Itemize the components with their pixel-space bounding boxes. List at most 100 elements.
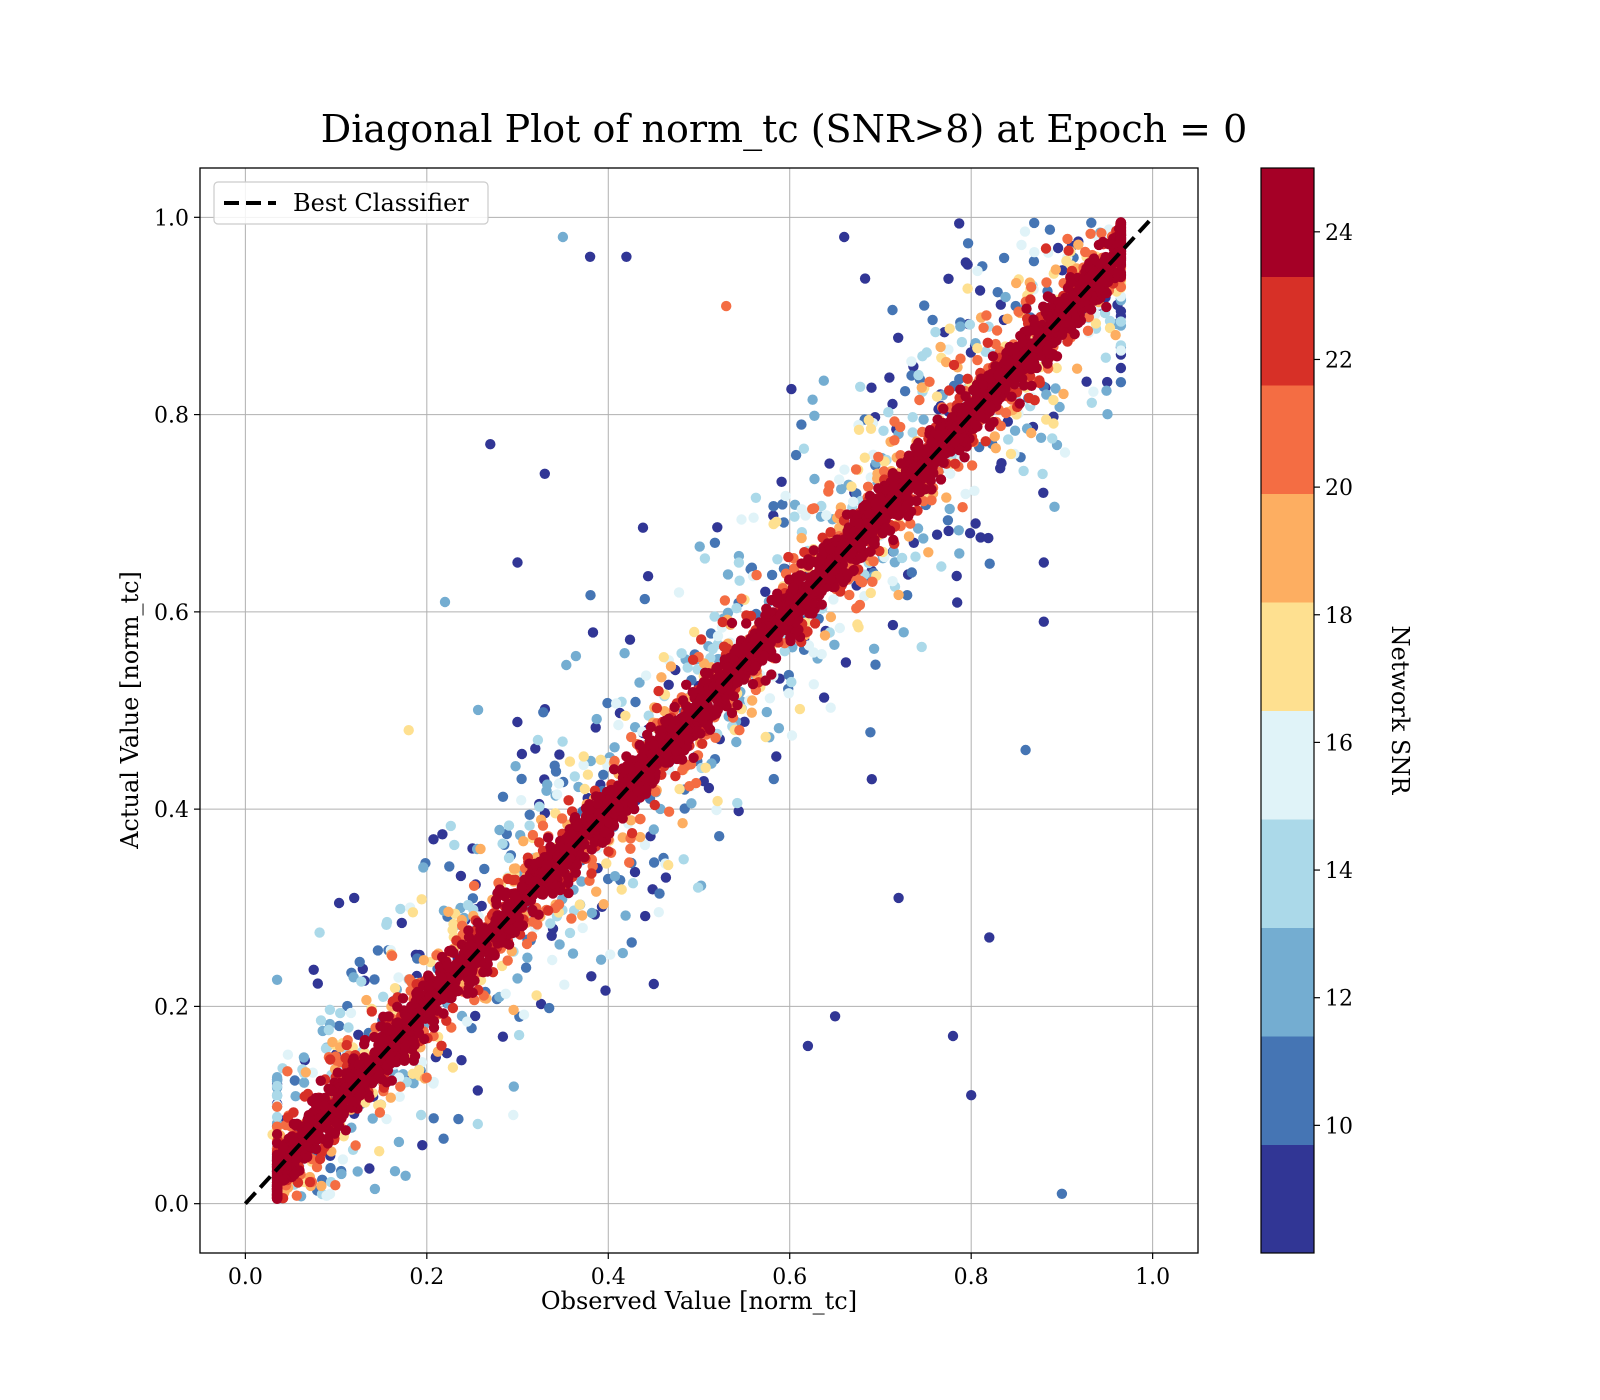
scatter-point xyxy=(711,804,722,816)
scatter-point xyxy=(524,820,535,831)
scatter-point xyxy=(688,752,699,763)
scatter-point xyxy=(809,410,820,421)
scatter-point xyxy=(751,569,762,581)
scatter-point xyxy=(372,945,384,956)
scatter-point xyxy=(336,1168,347,1180)
scatter-point xyxy=(924,376,935,387)
scatter-point xyxy=(630,696,641,708)
scatter-point xyxy=(790,449,802,461)
scatter-point xyxy=(385,1092,396,1103)
scatter-point xyxy=(1100,352,1112,363)
scatter-point xyxy=(624,857,635,868)
scatter-point xyxy=(807,394,818,405)
scatter-point xyxy=(487,947,499,958)
scatter-point xyxy=(595,954,607,965)
scatter-point xyxy=(953,525,964,536)
scatter-point xyxy=(462,988,473,999)
scatter-point xyxy=(825,611,837,623)
scatter-point xyxy=(809,473,820,485)
scatter-point xyxy=(359,1034,371,1046)
scatter-point xyxy=(424,980,435,992)
scatter-point xyxy=(807,608,818,619)
scatter-point xyxy=(549,760,560,771)
scatter-point xyxy=(428,834,439,845)
scatter-point xyxy=(893,892,904,904)
scatter-point xyxy=(970,518,981,529)
scatter-point xyxy=(712,795,723,807)
scatter-point xyxy=(996,458,1007,469)
scatter-point xyxy=(395,1081,406,1092)
scatter-point xyxy=(442,960,453,971)
scatter-point xyxy=(818,375,829,386)
scatter-point xyxy=(393,972,404,983)
scatter-point xyxy=(972,343,983,354)
scatter-point xyxy=(863,508,875,519)
scatter-point xyxy=(768,501,779,512)
scatter-point xyxy=(887,398,898,410)
scatter-point xyxy=(794,703,806,715)
scatter-point xyxy=(330,1117,342,1128)
scatter-point xyxy=(571,859,582,871)
scatter-point xyxy=(532,734,544,746)
scatter-point xyxy=(980,436,991,447)
scatter-point xyxy=(626,937,637,948)
scatter-point xyxy=(634,760,645,772)
scatter-point xyxy=(868,556,879,567)
scatter-point xyxy=(1086,217,1097,228)
scatter-point xyxy=(563,795,574,806)
scatter-point xyxy=(663,859,674,871)
scatter-point xyxy=(653,685,664,697)
scatter-point xyxy=(291,1190,302,1201)
scatter-point xyxy=(931,391,943,402)
scatter-point xyxy=(539,468,550,479)
scatter-point xyxy=(808,647,819,658)
scatter-point xyxy=(944,385,955,396)
scatter-point xyxy=(1026,380,1037,391)
scatter-point xyxy=(271,1111,283,1123)
scatter-point xyxy=(461,1016,473,1027)
scatter-point xyxy=(788,582,799,593)
scatter-point xyxy=(834,474,845,485)
scatter-point xyxy=(954,445,965,456)
scatter-point xyxy=(1019,226,1031,237)
scatter-point xyxy=(964,319,976,330)
scatter-point xyxy=(298,1052,310,1063)
scatter-point xyxy=(639,593,650,605)
scatter-point xyxy=(888,546,899,557)
scatter-point xyxy=(896,552,908,564)
scatter-point xyxy=(883,407,894,418)
scatter-point xyxy=(416,894,427,905)
scatter-point xyxy=(962,238,974,249)
scatter-point xyxy=(906,356,917,367)
scatter-point xyxy=(1088,386,1099,397)
scatter-point xyxy=(1115,377,1127,388)
scatter-point xyxy=(494,824,505,836)
scatter-point xyxy=(569,771,580,782)
scatter-point xyxy=(532,919,543,930)
scatter-point xyxy=(1063,245,1074,256)
scatter-point xyxy=(895,458,907,469)
scatter-point xyxy=(654,731,666,742)
scatter-point xyxy=(564,927,576,939)
scatter-point xyxy=(369,974,380,985)
scatter-point xyxy=(641,784,652,795)
scatter-point xyxy=(593,808,605,820)
scatter-point xyxy=(1102,376,1113,388)
scatter-point xyxy=(878,466,890,477)
scatter-point xyxy=(395,903,406,915)
scatter-point xyxy=(956,336,968,348)
scatter-point xyxy=(648,857,660,868)
scatter-point xyxy=(640,670,652,681)
scatter-point xyxy=(660,715,671,727)
scatter-point xyxy=(927,314,938,326)
scatter-point xyxy=(383,1011,394,1022)
scatter-point xyxy=(676,648,687,659)
scatter-point xyxy=(848,496,859,507)
scatter-point xyxy=(912,523,924,534)
scatter-point xyxy=(689,626,700,638)
scatter-point xyxy=(374,1107,386,1118)
scatter-point xyxy=(578,751,589,762)
scatter-point xyxy=(786,730,798,741)
scatter-point xyxy=(694,541,705,552)
